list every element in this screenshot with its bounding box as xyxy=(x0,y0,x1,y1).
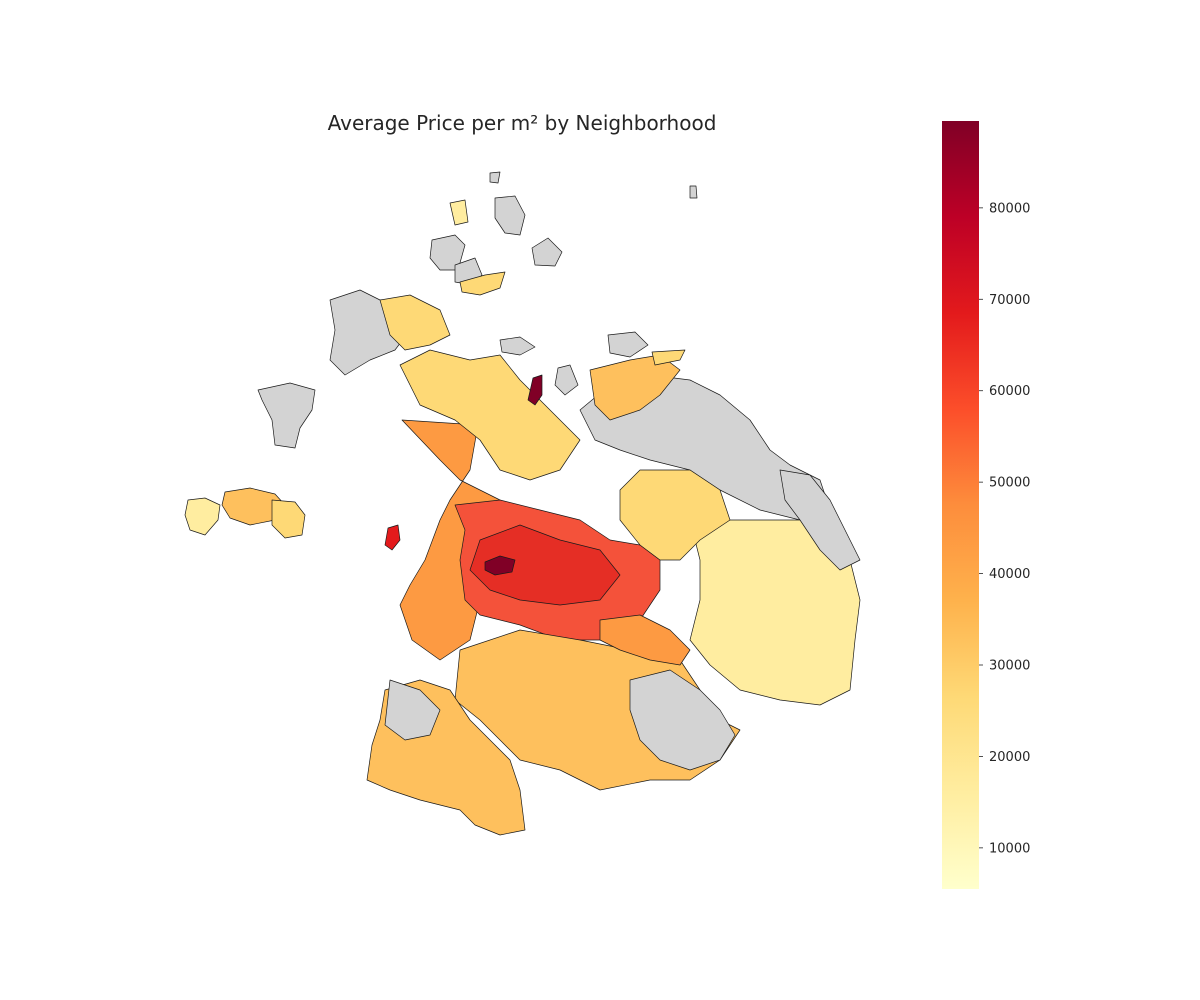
colorbar-tick-label: 80000 xyxy=(989,201,1030,216)
map-title: Average Price per m² by Neighborhood xyxy=(328,111,717,135)
district-island-north-e xyxy=(459,271,506,296)
colorbar-tick-label: 60000 xyxy=(989,384,1030,399)
district-region-core xyxy=(469,524,621,606)
district-island-north-l xyxy=(499,336,536,356)
colorbar-tick-label: 50000 xyxy=(989,476,1030,491)
colorbar-gradient xyxy=(942,121,979,889)
district-island-west-c xyxy=(271,499,306,539)
district-region-red-spot xyxy=(384,524,401,551)
district-island-west-d xyxy=(257,382,316,449)
district-region-south-orange xyxy=(599,614,691,666)
district-region-north xyxy=(399,349,581,481)
district-region-hotspot xyxy=(484,555,516,576)
district-island-west-a xyxy=(184,497,221,536)
district-island-north-c xyxy=(531,237,563,267)
district-region-sw-gray xyxy=(384,679,441,741)
district-region-east-mid xyxy=(619,469,731,561)
district-region-nw-yellow xyxy=(379,294,451,351)
district-island-north-a xyxy=(494,195,526,236)
neighborhood-map xyxy=(184,171,861,836)
colorbar-ticks: 10000 20000 30000 40000 50000 60000 70000 80000 xyxy=(979,201,1030,856)
colorbar-tick-label: 30000 xyxy=(989,659,1030,674)
district-island-north-g xyxy=(489,171,501,184)
colorbar-tick-label: 40000 xyxy=(989,567,1030,582)
district-region-hotspot-ne xyxy=(527,374,543,406)
district-island-north-j xyxy=(554,364,579,396)
district-region-south-gray xyxy=(629,669,736,771)
colorbar-tick-label: 10000 xyxy=(989,841,1030,856)
colorbar-tick-label: 20000 xyxy=(989,750,1030,765)
colorbar: 10000 20000 30000 40000 50000 60000 70000 80000 xyxy=(942,121,1030,889)
district-island-north-f xyxy=(449,199,469,226)
district-island-north-k xyxy=(651,349,686,366)
district-region-orange-ne xyxy=(589,354,681,421)
district-island-north-i xyxy=(607,331,649,358)
district-island-north-h xyxy=(689,185,698,199)
colorbar-tick-label: 70000 xyxy=(989,293,1030,308)
district-region-far-east-gray xyxy=(779,469,861,571)
